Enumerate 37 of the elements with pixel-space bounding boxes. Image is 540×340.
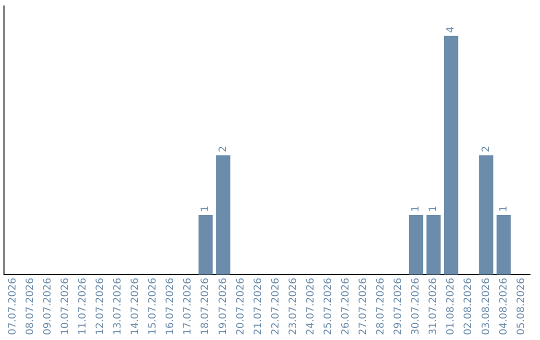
- x-tick-label: 27.07.2026: [358, 278, 370, 336]
- x-tick-label: 07.07.2026: [7, 278, 18, 336]
- x-tick-label: 26.07.2026: [340, 278, 352, 336]
- x-tick-label: 15.07.2026: [148, 278, 159, 336]
- x-tick-label: 13.07.2026: [112, 278, 124, 336]
- data-label: 1: [428, 206, 440, 212]
- data-label: 4: [446, 26, 457, 33]
- x-tick-label: 03.08.2026: [480, 278, 492, 336]
- x-tick-label: 04.08.2026: [498, 278, 510, 336]
- x-tick-label: 19.07.2026: [218, 278, 229, 336]
- x-tick-label: 02.08.2026: [463, 278, 474, 336]
- data-label: 2: [218, 146, 229, 152]
- data-label: 1: [200, 206, 212, 212]
- x-tick-label: 21.07.2026: [252, 278, 264, 336]
- x-tick-label: 24.07.2026: [305, 278, 316, 336]
- x-tick-label: 29.07.2026: [393, 278, 404, 336]
- data-label: 2: [480, 146, 492, 152]
- x-tick-label: 08.07.2026: [24, 278, 36, 336]
- x-tick-label: 10.07.2026: [60, 278, 71, 336]
- x-tick-label: 14.07.2026: [130, 278, 142, 336]
- data-label: 1: [498, 206, 510, 212]
- x-tick-label: 05.08.2026: [516, 278, 527, 336]
- x-tick-label: 18.07.2026: [200, 278, 212, 336]
- x-tick-label: 23.07.2026: [288, 278, 299, 336]
- x-tick-label: 17.07.2026: [182, 278, 194, 336]
- x-tick-label: 20.07.2026: [235, 278, 246, 336]
- x-tick-label: 31.07.2026: [428, 278, 440, 336]
- x-tick-label: 22.07.2026: [270, 278, 282, 336]
- x-tick-label: 12.07.2026: [95, 278, 106, 336]
- x-tick-label: 09.07.2026: [42, 278, 54, 336]
- data-label: 1: [410, 206, 422, 212]
- x-tick-label: 25.07.2026: [322, 278, 334, 336]
- x-tick-label: 01.08.2026: [446, 278, 457, 336]
- x-tick-label: 30.07.2026: [410, 278, 422, 336]
- x-tick-label: 16.07.2026: [165, 278, 176, 336]
- x-tick-label: 28.07.2026: [376, 278, 387, 336]
- x-tick-label: 11.07.2026: [77, 278, 88, 336]
